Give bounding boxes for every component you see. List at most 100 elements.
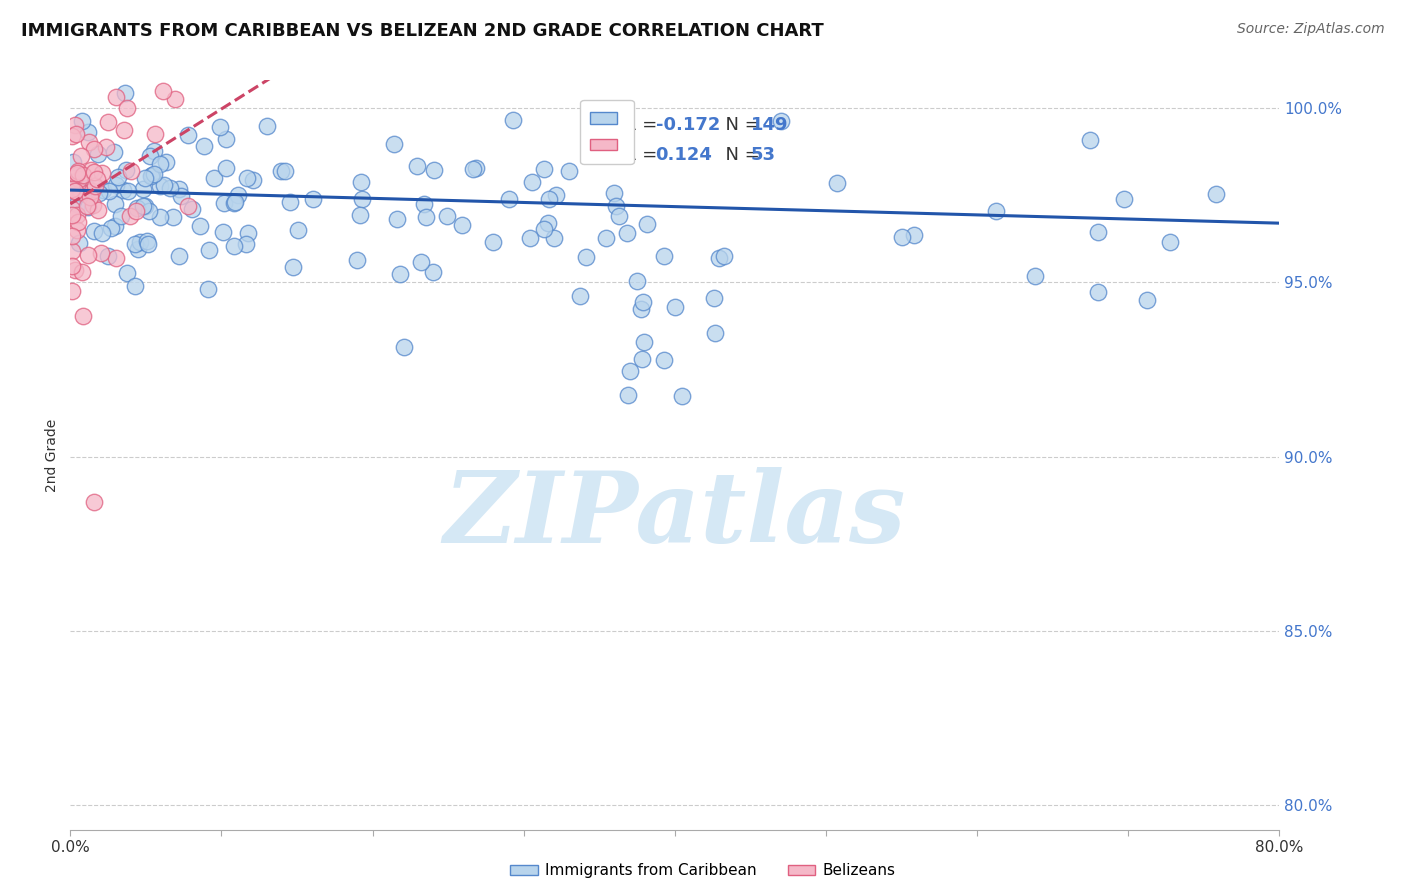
Point [76, 126, 98, 140]
Point [77, 248, 100, 262]
Point [139, 148, 162, 162]
Point [104, 219, 127, 234]
Point [143, 127, 166, 141]
Point [626, 274, 648, 288]
Point [713, 249, 735, 263]
Point [60, 284, 83, 298]
Point [1205, 187, 1227, 202]
Point [87, 146, 110, 161]
Point [83, 495, 105, 509]
Point [984, 204, 1007, 219]
Point [616, 227, 638, 241]
Point [636, 217, 658, 231]
Point [450, 218, 472, 232]
Point [170, 188, 193, 202]
Point [129, 235, 152, 249]
Point [115, 266, 138, 280]
Point [664, 300, 686, 314]
Point [132, 181, 155, 195]
Point [222, 195, 245, 210]
Point [607, 209, 630, 223]
Text: R =: R = [624, 146, 669, 164]
Point [537, 216, 560, 230]
Point [132, 199, 155, 213]
Point [197, 282, 219, 296]
Point [153, 178, 176, 192]
Point [104, 178, 127, 192]
Point [70, 149, 93, 163]
Point [63, 118, 86, 132]
Text: N =: N = [714, 116, 765, 134]
Point [79, 189, 101, 203]
Point [125, 201, 148, 215]
Point [124, 278, 146, 293]
Point [104, 196, 127, 211]
Point [83, 142, 105, 156]
Point [121, 164, 143, 178]
Point [544, 187, 567, 202]
Point [215, 161, 238, 175]
Point [193, 138, 215, 153]
Point [60, 202, 83, 216]
Point [605, 199, 627, 213]
Point [134, 199, 156, 213]
Point [80, 184, 103, 198]
Point [76, 199, 98, 213]
Point [66, 208, 89, 222]
Point [60, 259, 83, 273]
Point [198, 244, 221, 258]
Point [76, 181, 98, 195]
Point [236, 171, 259, 186]
Point [94, 140, 117, 154]
Point [66, 196, 89, 211]
Point [827, 176, 849, 190]
Point [603, 186, 626, 200]
Point [652, 249, 675, 263]
Point [537, 192, 560, 206]
Point [143, 145, 166, 159]
Point [177, 128, 200, 143]
Point [202, 170, 225, 185]
Text: Source: ZipAtlas.com: Source: ZipAtlas.com [1237, 22, 1385, 37]
Point [181, 202, 204, 217]
Point [242, 173, 264, 187]
Point [134, 170, 156, 185]
Point [124, 237, 146, 252]
Point [127, 243, 149, 257]
Point [707, 251, 730, 265]
Point [86, 202, 108, 217]
Point [67, 164, 90, 178]
Point [167, 182, 190, 196]
Point [60, 228, 83, 243]
Point [349, 208, 371, 222]
Point [72, 309, 94, 323]
Point [115, 163, 138, 178]
Point [124, 204, 146, 219]
Point [155, 155, 177, 169]
Point [274, 163, 297, 178]
Point [66, 166, 89, 180]
Point [382, 136, 405, 151]
Point [138, 204, 160, 219]
Point [141, 168, 163, 182]
Point [110, 209, 132, 223]
Point [188, 219, 211, 234]
Point [287, 222, 309, 236]
Point [385, 212, 408, 227]
Point [149, 179, 172, 194]
Point [1114, 192, 1136, 206]
Point [1159, 235, 1181, 249]
Point [163, 92, 186, 106]
Point [502, 113, 524, 128]
Text: R =: R = [624, 116, 664, 134]
Point [63, 184, 86, 198]
Point [533, 221, 555, 235]
Point [70, 186, 93, 200]
Point [520, 175, 543, 189]
Point [83, 165, 105, 179]
Point [139, 169, 162, 183]
Point [72, 169, 94, 183]
Point [281, 260, 304, 274]
Point [388, 268, 411, 282]
Text: IMMIGRANTS FROM CARIBBEAN VS BELIZEAN 2ND GRADE CORRELATION CHART: IMMIGRANTS FROM CARIBBEAN VS BELIZEAN 2N… [21, 22, 824, 40]
